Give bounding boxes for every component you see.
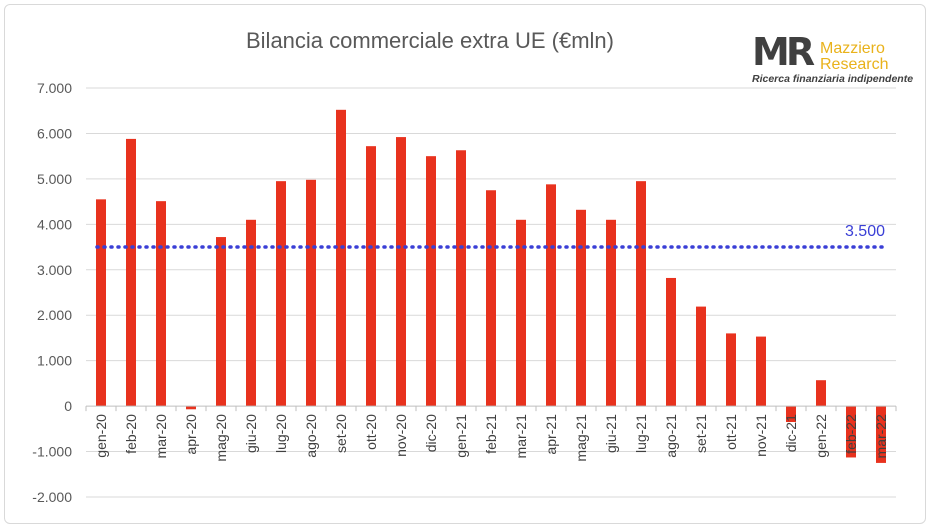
x-tick-label: gen-21 <box>453 414 469 458</box>
bar <box>486 190 496 407</box>
bar <box>426 156 436 407</box>
bar <box>636 181 646 407</box>
bar <box>786 406 796 423</box>
x-tick-label: dic-21 <box>783 414 799 452</box>
x-tick-label: set-21 <box>693 414 709 453</box>
brand-logo: MR Mazziero Research Ricerca finanziaria… <box>752 30 914 85</box>
x-tick-label: gen-20 <box>93 414 109 458</box>
logo-name-line2: Research <box>820 56 889 73</box>
bar <box>396 137 406 407</box>
x-tick-label: apr-21 <box>543 414 559 455</box>
bar <box>726 333 736 407</box>
bar <box>186 406 196 410</box>
x-tick-label: feb-21 <box>483 414 499 454</box>
y-tick-label: 4.000 <box>37 216 72 232</box>
x-tick-label: feb-22 <box>843 414 859 454</box>
bar <box>576 209 586 407</box>
x-tick-label: nov-21 <box>753 414 769 457</box>
x-tick-label: nov-20 <box>393 414 409 457</box>
logo-tagline: Ricerca finanziaria indipendente <box>752 73 914 85</box>
logo-name-line1: Mazziero <box>820 40 885 57</box>
x-tick-label: mar-22 <box>873 414 889 459</box>
y-tick-label: 0 <box>64 398 72 414</box>
bar <box>336 109 346 407</box>
bar <box>96 199 106 407</box>
x-tick-label: lug-21 <box>633 414 649 453</box>
bar <box>696 306 706 407</box>
logo-mark: MR <box>752 30 815 74</box>
bar <box>666 277 676 407</box>
x-tick-label: dic-20 <box>423 414 439 452</box>
x-tick-label: mag-21 <box>573 414 589 462</box>
x-tick-label: ott-20 <box>363 414 379 450</box>
x-tick-label: lug-20 <box>273 414 289 453</box>
bar <box>306 179 316 407</box>
x-tick-label: mar-21 <box>513 414 529 459</box>
bar <box>216 237 226 407</box>
bar <box>816 380 826 407</box>
y-tick-label: 6.000 <box>37 125 72 141</box>
reference-line-label: 3.500 <box>845 223 885 240</box>
x-tick-label: ago-20 <box>303 414 319 458</box>
bar <box>156 201 166 407</box>
bar <box>846 406 856 458</box>
chart-title: Bilancia commerciale extra UE (€mln) <box>246 28 614 53</box>
y-tick-label: 3.000 <box>37 262 72 278</box>
x-tick-label: giu-21 <box>603 414 619 453</box>
y-tick-label: 5.000 <box>37 171 72 187</box>
bar <box>546 184 556 407</box>
x-tick-label: ago-21 <box>663 414 679 458</box>
bar <box>246 219 256 407</box>
bar <box>606 219 616 407</box>
y-tick-label: -2.000 <box>32 489 72 505</box>
y-tick-label: -1.000 <box>32 444 72 460</box>
x-tick-label: apr-20 <box>183 414 199 455</box>
y-tick-label: 7.000 <box>37 80 72 96</box>
bar <box>876 406 886 463</box>
x-tick-label: mar-20 <box>153 414 169 459</box>
x-tick-label: ott-21 <box>723 414 739 450</box>
bar <box>756 336 766 407</box>
bar <box>366 146 376 407</box>
bar <box>516 219 526 407</box>
y-tick-label: 1.000 <box>37 353 72 369</box>
x-tick-label: gen-22 <box>813 414 829 458</box>
x-tick-label: giu-20 <box>243 414 259 453</box>
x-tick-label: feb-20 <box>123 414 139 454</box>
y-tick-label: 2.000 <box>37 307 72 323</box>
x-tick-label: set-20 <box>333 414 349 453</box>
bar <box>456 150 466 407</box>
x-tick-label: mag-20 <box>213 414 229 462</box>
bar <box>276 181 286 407</box>
bar <box>126 138 136 407</box>
